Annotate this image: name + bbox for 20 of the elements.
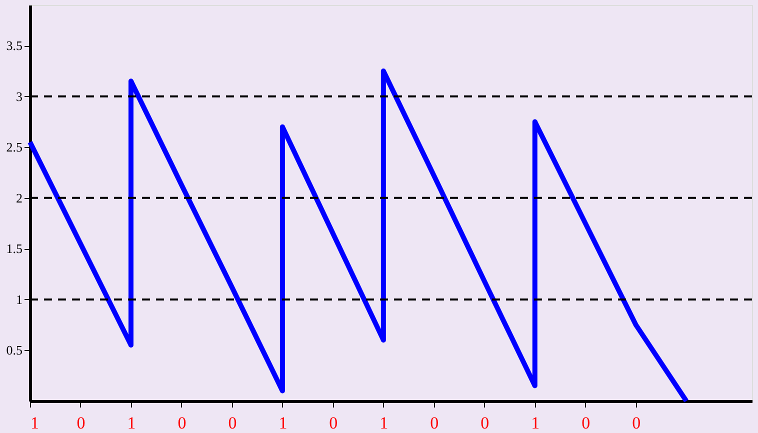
x-tick-label: 0 bbox=[480, 414, 490, 432]
y-tick-label: 2 bbox=[16, 190, 22, 206]
x-tick-label: 0 bbox=[76, 414, 86, 432]
x-tick-label: 1 bbox=[127, 414, 136, 432]
x-tick-label: 1 bbox=[278, 414, 288, 432]
y-tick-label: 0.5 bbox=[6, 342, 22, 358]
y-tick-label: 1 bbox=[16, 292, 22, 307]
y-tick-label: 1.5 bbox=[6, 241, 22, 256]
x-tick-label: 1 bbox=[531, 414, 540, 432]
x-tick-label: 0 bbox=[582, 414, 590, 432]
x-tick-label: 0 bbox=[178, 414, 186, 432]
y-tick-label: 3 bbox=[16, 88, 22, 104]
x-tick-label: 0 bbox=[228, 414, 237, 432]
x-tick-label: 0 bbox=[430, 414, 439, 432]
x-tick-label: 0 bbox=[329, 414, 338, 432]
y-tick-label: 3.5 bbox=[6, 38, 22, 54]
y-tick-label: 2.5 bbox=[6, 140, 22, 155]
x-tick-label: 1 bbox=[380, 414, 388, 432]
x-tick-label: 0 bbox=[632, 414, 641, 432]
x-tick-label: 1 bbox=[30, 414, 39, 432]
